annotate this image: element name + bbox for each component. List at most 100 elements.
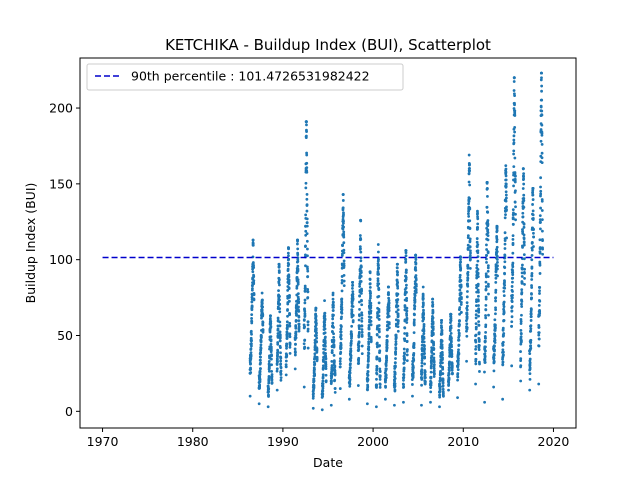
scatter-point [333, 387, 337, 390]
scatter-point [404, 251, 408, 255]
scatter-point [279, 346, 282, 349]
scatter-point [474, 345, 478, 348]
scatter-point [396, 329, 400, 333]
scatter-point [287, 273, 291, 277]
scatter-point [447, 381, 451, 385]
scatter-point [287, 257, 291, 261]
scatter-point [277, 262, 281, 266]
scatter-point [284, 363, 288, 367]
scatter-point [276, 360, 279, 364]
scatter-point [414, 258, 418, 261]
scatter-point [303, 307, 306, 311]
scatter-point [420, 371, 424, 374]
scatter-point [386, 334, 389, 338]
scatter-point [367, 348, 371, 352]
scatter-point [414, 284, 418, 288]
scatter-point [465, 304, 469, 308]
scatter-point [540, 151, 544, 155]
scatter-point [458, 276, 462, 279]
scatter-point [466, 234, 470, 238]
scatter-point [349, 342, 353, 346]
scatter-point [520, 300, 524, 303]
scatter-point [459, 260, 462, 264]
scatter-point [522, 257, 526, 261]
scatter-point [465, 308, 469, 312]
scatter-point [522, 182, 526, 186]
scatter-point [405, 299, 408, 302]
scatter-point [331, 300, 335, 304]
scatter-point [251, 287, 254, 290]
scatter-point [287, 254, 290, 258]
scatter-point [358, 294, 362, 298]
scatter-point [474, 333, 478, 337]
scatter-point [511, 273, 515, 276]
scatter-point [393, 382, 397, 386]
scatter-point [331, 297, 335, 301]
scatter-point [530, 286, 534, 289]
scatter-point [511, 293, 514, 297]
scatter-point [412, 331, 416, 335]
scatter-point [503, 266, 507, 270]
scatter-point [494, 280, 498, 284]
scatter-point [357, 318, 361, 322]
scatter-point [539, 139, 543, 143]
scatter-point [467, 180, 471, 184]
scatter-point [420, 359, 424, 362]
scatter-point [296, 247, 300, 251]
scatter-point [459, 258, 462, 261]
scatter-point [276, 355, 279, 359]
scatter-point [297, 319, 301, 323]
scatter-point [466, 284, 470, 288]
scatter-point [447, 376, 451, 380]
scatter-point [330, 379, 333, 383]
scatter-point [259, 340, 263, 344]
scatter-point [405, 296, 409, 300]
scatter-point [494, 299, 497, 303]
scatter-point [484, 295, 488, 299]
scatter-point [295, 284, 299, 288]
scatter-point [505, 208, 508, 211]
scatter-point [359, 238, 363, 241]
scatter-point [340, 306, 344, 309]
scatter-point [348, 378, 352, 382]
scatter-point [260, 308, 264, 312]
scatter-point [429, 383, 433, 387]
scatter-point [375, 372, 379, 376]
scatter-point [258, 380, 262, 384]
scatter-point [457, 334, 461, 338]
scatter-point [393, 388, 397, 392]
scatter-point [404, 260, 408, 264]
scatter-point [287, 282, 291, 286]
scatter-point [375, 377, 378, 381]
scatter-point [385, 343, 389, 347]
scatter-point [538, 251, 542, 255]
scatter-point [279, 366, 283, 370]
scatter-point [377, 272, 381, 276]
scatter-point [296, 264, 300, 268]
scatter-point [510, 364, 514, 368]
y-tick-label: 150 [49, 176, 73, 191]
scatter-point [512, 165, 516, 168]
scatter-point [456, 368, 460, 372]
scatter-point [503, 239, 507, 243]
scatter-point [303, 338, 307, 342]
scatter-point [258, 383, 262, 387]
scatter-point [484, 314, 487, 317]
scatter-point [476, 251, 480, 255]
legend-label: 90th percentile : 101.4726531982422 [131, 69, 370, 84]
scatter-point [350, 302, 354, 305]
scatter-point [252, 282, 256, 286]
scatter-point [505, 205, 508, 209]
scatter-point [449, 319, 453, 322]
scatter-point [360, 311, 364, 315]
scatter-point [405, 306, 409, 310]
scatter-point [505, 236, 508, 240]
scatter-point [540, 133, 544, 137]
scatter-point [305, 192, 309, 196]
scatter-point [522, 241, 526, 245]
scatter-point [250, 319, 254, 323]
scatter-point [459, 255, 463, 259]
scatter-point [294, 319, 298, 322]
scatter-point [529, 319, 533, 322]
scatter-point [250, 300, 254, 304]
